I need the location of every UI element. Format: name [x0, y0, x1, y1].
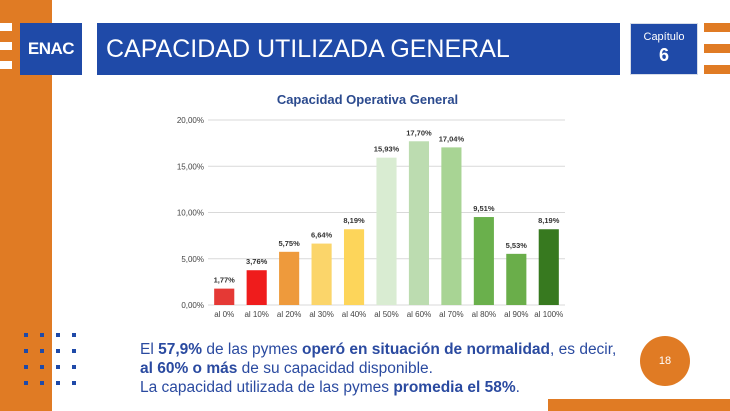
summary-text-span: , es decir, — [550, 341, 617, 358]
bar — [214, 288, 235, 305]
summary-text-span: de las pymes — [202, 341, 302, 358]
bar — [473, 217, 494, 305]
bar — [279, 251, 300, 305]
bar — [408, 141, 430, 305]
x-tick-label: al 0% — [214, 310, 234, 319]
summary-text-span: de su capacidad disponible. — [237, 360, 433, 377]
page-number: 18 — [640, 336, 690, 386]
bar — [506, 253, 527, 305]
summary-line-1: El 57,9% de las pymes operó en situación… — [140, 340, 620, 378]
data-label: 5,75% — [278, 239, 300, 248]
summary-text-span: El — [140, 341, 159, 358]
x-tick-label: al 50% — [374, 310, 398, 319]
chapter-label: Capítulo — [643, 31, 685, 43]
summary-text-span: La capacidad utilizada de las pymes — [140, 379, 394, 396]
x-tick-label: al 100% — [534, 310, 563, 319]
slide-title: CAPACIDAD UTILIZADA GENERAL — [97, 23, 620, 75]
bar — [343, 229, 365, 305]
y-tick-label: 0,00% — [181, 301, 204, 310]
data-label: 8,19% — [343, 216, 365, 225]
bottom-accent-bar — [548, 399, 730, 411]
bar — [246, 270, 267, 305]
data-label: 5,53% — [506, 241, 528, 250]
enac-logo: ENAC — [20, 23, 82, 75]
bar-chart: 0,00% 5,00% 10,00% 15,00% 20,00% 1,77% al 0% 3,… — [177, 116, 565, 319]
x-tick-label: al 10% — [244, 310, 268, 319]
summary-highlight: 57,9% — [158, 341, 203, 358]
y-tick-label: 15,00% — [177, 162, 204, 171]
data-label: 15,93% — [374, 145, 400, 154]
x-tick-label: al 70% — [439, 310, 463, 319]
x-tick-label: al 80% — [472, 310, 496, 319]
x-tick-label: al 30% — [309, 310, 333, 319]
chapter-badge: Capítulo 6 — [630, 23, 698, 75]
data-label: 1,77% — [214, 276, 236, 285]
x-tick-label: al 40% — [342, 310, 366, 319]
summary-highlight: al 60% o más — [140, 360, 238, 377]
data-label: 8,19% — [538, 216, 560, 225]
bar — [538, 229, 559, 305]
data-label: 6,64% — [311, 231, 333, 240]
y-tick-label: 5,00% — [181, 255, 204, 264]
bar — [441, 147, 462, 305]
y-tick-label: 20,00% — [177, 116, 204, 125]
chart-title: Capacidad Operativa General — [276, 92, 459, 107]
bar — [311, 243, 332, 305]
summary-text-span: . — [515, 379, 520, 396]
summary-highlight: operó en situación de normalidad — [301, 341, 551, 358]
x-tick-label: al 90% — [504, 310, 528, 319]
summary-line-2: La capacidad utilizada de las pymes prom… — [140, 378, 620, 397]
left-stripes-decoration — [0, 23, 12, 75]
data-label: 9,51% — [473, 204, 495, 213]
right-stripes-decoration — [704, 23, 730, 77]
chapter-number: 6 — [658, 45, 669, 65]
data-label: 17,04% — [439, 134, 465, 143]
bar — [376, 157, 397, 305]
data-label: 3,76% — [246, 257, 268, 266]
summary-highlight: promedia el 58% — [393, 379, 516, 396]
x-tick-label: al 20% — [277, 310, 301, 319]
x-tick-label: al 60% — [407, 310, 431, 319]
y-tick-label: 10,00% — [177, 209, 204, 218]
summary-text: El 57,9% de las pymes operó en situación… — [140, 340, 620, 397]
data-label: 17,70% — [406, 128, 432, 137]
